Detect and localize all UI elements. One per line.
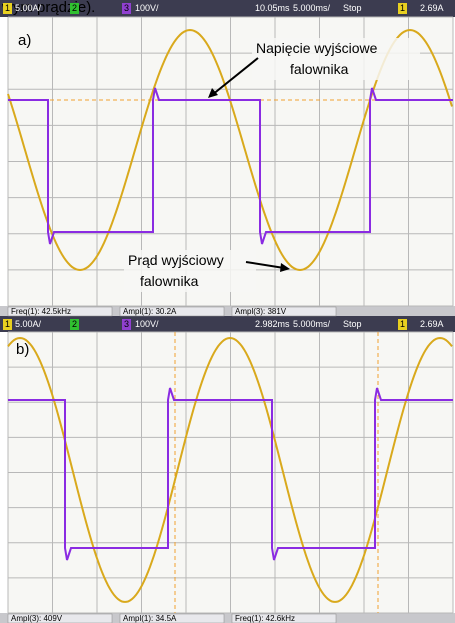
run-mode: Stop	[343, 319, 362, 329]
ch3-scale: 100V/	[135, 319, 159, 329]
trigger-level: 2.69A	[420, 3, 444, 13]
measurement: Ampl(1): 34.5A	[123, 614, 177, 623]
channel-number: 3	[124, 3, 129, 13]
measurement: Ampl(3): 381V	[235, 307, 287, 316]
trigger-level: 2.69A	[420, 319, 444, 329]
timebase: 5.000ms/	[293, 319, 331, 329]
ch3-scale: 100V/	[135, 3, 159, 13]
panel-label: a)	[18, 32, 31, 49]
measurement: Ampl(3): 409V	[11, 614, 63, 623]
panel-label: b)	[16, 341, 29, 358]
channel-number: 2	[72, 3, 77, 13]
channel-number: 1	[400, 319, 405, 329]
measurement: Ampl(1): 30.2A	[123, 307, 177, 316]
timebase: 5.000ms/	[293, 3, 331, 13]
delay: 2.982ms	[255, 319, 290, 329]
ch1-scale: 5.00A/	[15, 319, 42, 329]
annotation: Napięcie wyjściowe	[256, 40, 378, 56]
top-bar	[0, 316, 455, 332]
annotation: Prąd wyjściowy	[128, 252, 224, 268]
delay: 10.05ms	[255, 3, 290, 13]
annotation: falownika	[140, 273, 199, 289]
measurement: Freq(1): 42.5kHz	[11, 307, 71, 316]
figure: wym prądzie). 15.00A/23100V/10.05ms5.000…	[0, 0, 455, 623]
channel-number: 1	[5, 3, 10, 13]
channel-number: 1	[5, 319, 10, 329]
channel-number: 2	[72, 319, 77, 329]
annotation: falownika	[290, 61, 349, 77]
page: wym prądzie). 15.00A/23100V/10.05ms5.000…	[0, 0, 455, 623]
channel-number: 1	[400, 3, 405, 13]
measurement: Freq(1): 42.6kHz	[235, 614, 295, 623]
run-mode: Stop	[343, 3, 362, 13]
channel-number: 3	[124, 319, 129, 329]
ch1-scale: 5.00A/	[15, 3, 42, 13]
